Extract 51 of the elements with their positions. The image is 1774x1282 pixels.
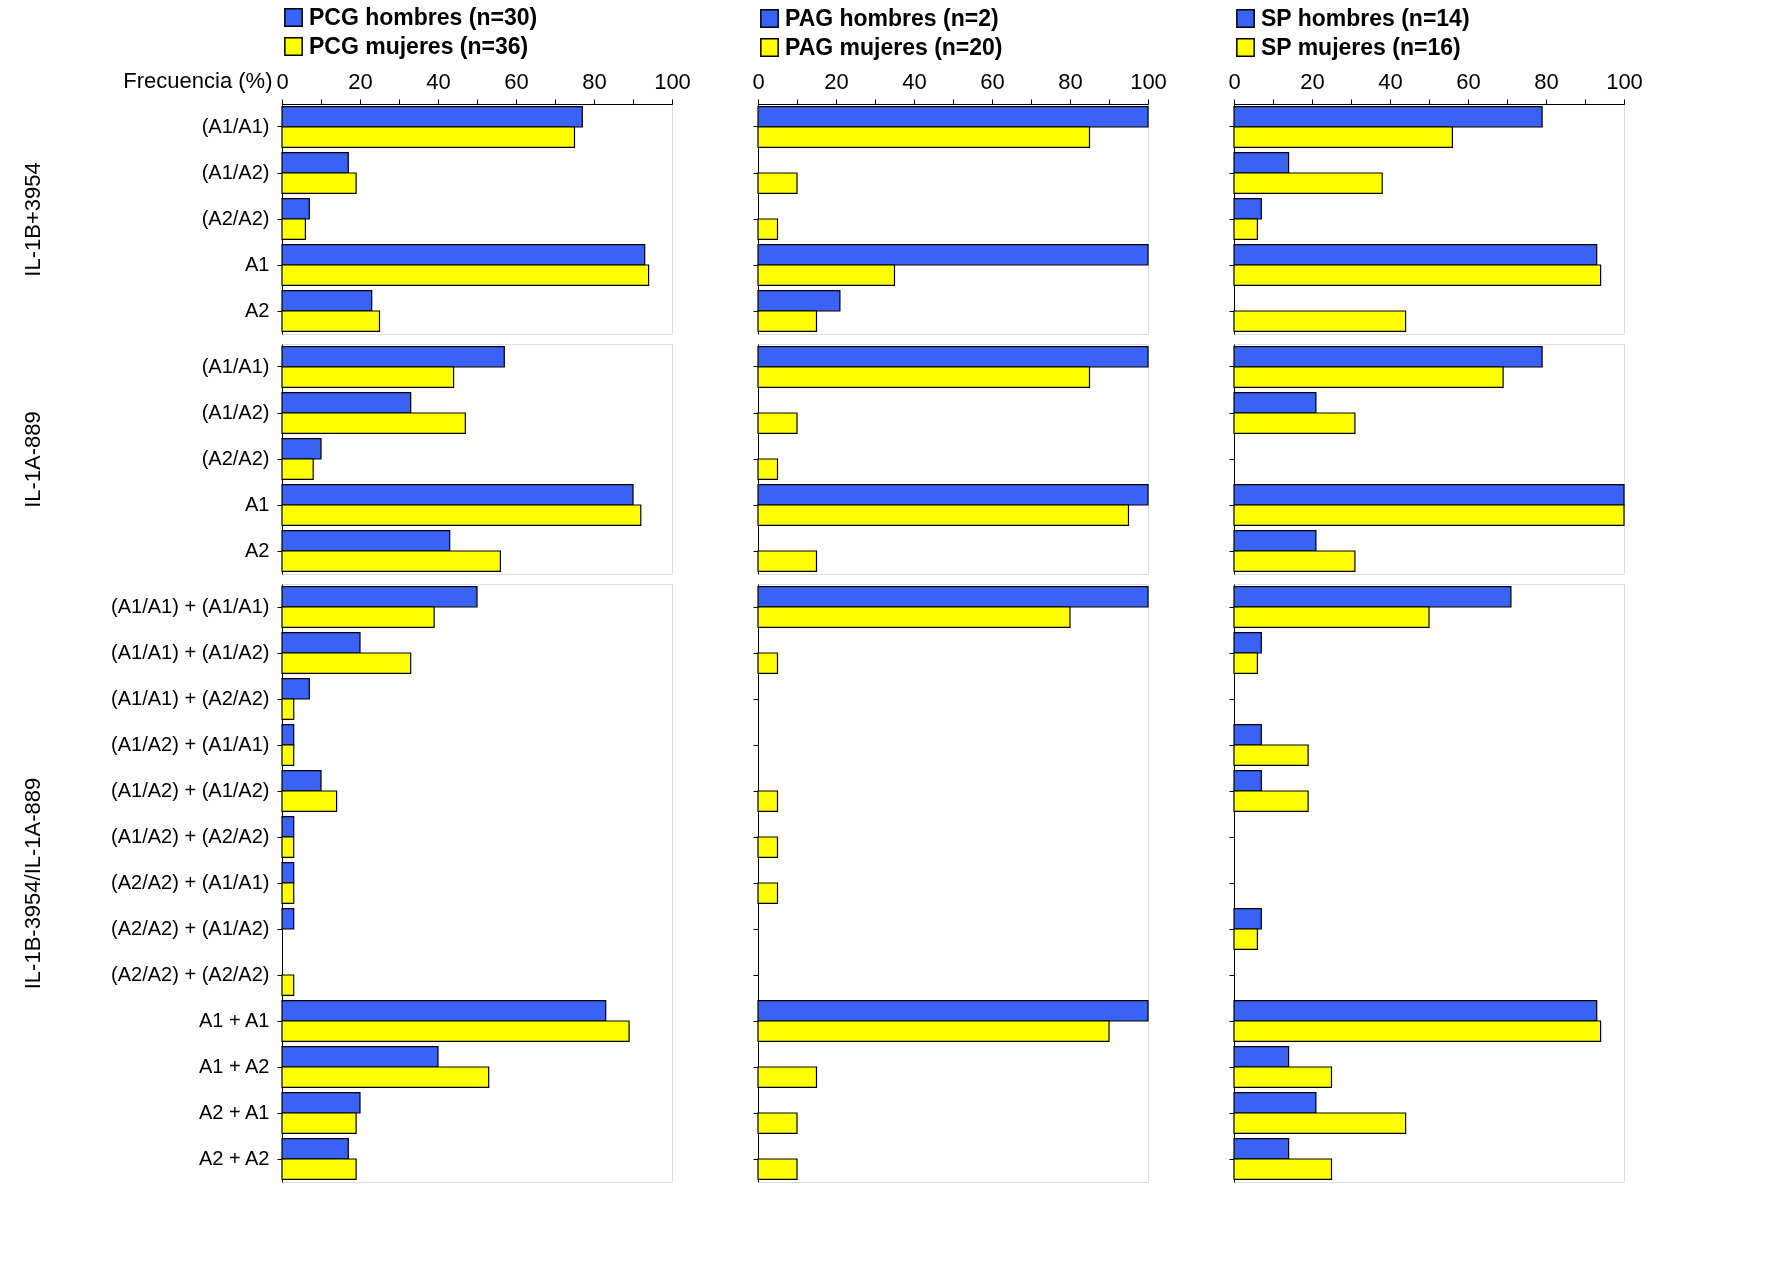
x-tick-label: 20 (824, 68, 849, 94)
y-axis-title: IL-1B-3954/IL-1A-889 (19, 777, 45, 990)
x-tick-label: 100 (654, 68, 691, 94)
y-tick-label: (A1/A2) (201, 401, 270, 423)
y-tick-label: (A2/A2) (201, 447, 270, 469)
x-tick-label: 20 (348, 68, 373, 94)
y-tick-label: (A2/A2) + (A2/A2) (111, 963, 270, 985)
x-tick-label: 40 (426, 68, 451, 94)
x-tick-label: 60 (504, 68, 529, 94)
y-tick-label: (A1/A1) (201, 115, 270, 137)
x-tick-label: 40 (902, 68, 927, 94)
x-tick-label: 0 (1228, 68, 1241, 94)
y-tick-label: (A1/A2) (201, 161, 270, 183)
x-tick-label: 80 (582, 68, 607, 94)
legend-label: PCG mujeres (n=36) (309, 32, 529, 59)
y-tick-label: (A1/A2) + (A1/A1) (111, 733, 270, 755)
x-tick-label: 0 (276, 68, 289, 94)
x-tick-label: 40 (1378, 68, 1403, 94)
y-tick-label: (A1/A1) + (A1/A2) (111, 641, 270, 663)
x-axis-title: Frecuencia (%) (123, 67, 273, 93)
x-tick-label: 60 (1456, 68, 1481, 94)
y-tick-label: (A2/A2) (201, 207, 270, 229)
y-tick-label: (A1/A1) (201, 355, 270, 377)
y-tick-label: A1 + A1 (198, 1009, 270, 1031)
y-tick-label: (A2/A2) + (A1/A1) (111, 871, 270, 893)
y-tick-label: (A1/A1) + (A2/A2) (111, 687, 270, 709)
y-tick-label: A2 (245, 539, 270, 561)
x-tick-label: 20 (1300, 68, 1325, 94)
y-tick-label: (A1/A2) + (A1/A2) (111, 779, 270, 801)
y-tick-label: A1 (245, 253, 270, 275)
legend-label: PAG mujeres (n=20) (785, 33, 1003, 60)
y-axis-title: IL-1B+3954 (19, 162, 45, 277)
y-tick-label: A1 (245, 493, 270, 515)
y-tick-label: (A1/A2) + (A2/A2) (111, 825, 270, 847)
y-tick-label: A1 + A2 (198, 1055, 270, 1077)
x-tick-label: 100 (1130, 68, 1167, 94)
legend-label: SP mujeres (n=16) (1261, 33, 1461, 60)
x-tick-label: 60 (980, 68, 1005, 94)
y-axis-title: IL-1A-889 (19, 411, 45, 508)
y-tick-label: (A2/A2) + (A1/A2) (111, 917, 270, 939)
x-tick-label: 80 (1534, 68, 1559, 94)
y-tick-label: A2 + A2 (198, 1147, 270, 1169)
y-tick-label: (A1/A1) + (A1/A1) (111, 595, 270, 617)
legend-label: PCG hombres (n=30) (309, 3, 538, 30)
legend-label: SP hombres (n=14) (1261, 4, 1470, 31)
x-tick-label: 100 (1606, 68, 1643, 94)
y-tick-label: A2 + A1 (198, 1101, 270, 1123)
x-tick-label: 80 (1058, 68, 1083, 94)
y-tick-label: A2 (245, 299, 270, 321)
x-tick-label: 0 (752, 68, 765, 94)
legend-label: PAG hombres (n=2) (785, 4, 999, 31)
